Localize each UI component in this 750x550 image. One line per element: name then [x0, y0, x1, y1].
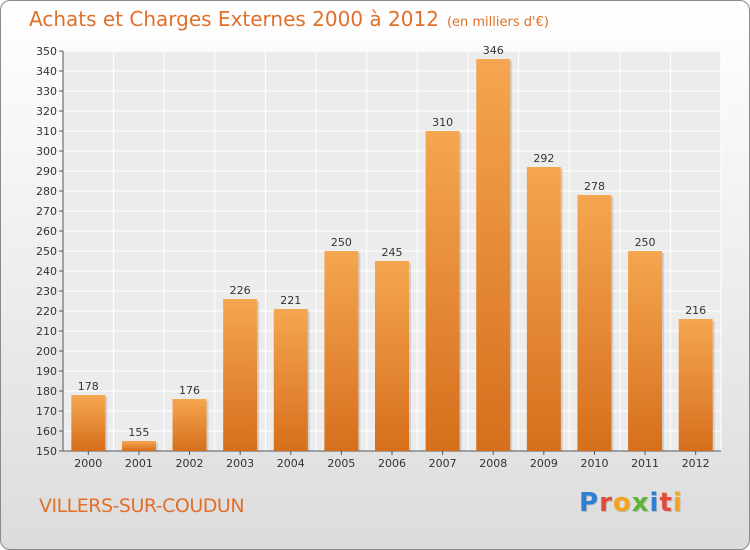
bar-value-label: 221	[280, 294, 301, 307]
chart-title: Achats et Charges Externes 2000 à 2012 (e…	[29, 7, 549, 31]
bar-2001	[121, 441, 156, 451]
x-tick-label: 2004	[277, 457, 305, 470]
bar-value-label: 310	[432, 116, 453, 129]
bar-2007	[425, 131, 460, 451]
x-tick-label: 2010	[580, 457, 608, 470]
bar-value-label: 250	[635, 236, 656, 249]
bar-2002	[172, 399, 207, 451]
y-tick-label: 310	[36, 125, 57, 138]
y-tick-label: 260	[36, 225, 57, 238]
y-tick-label: 240	[36, 265, 57, 278]
y-tick-label: 270	[36, 205, 57, 218]
chart-subtitle: (en milliers d'€)	[446, 15, 549, 30]
x-tick-label: 2002	[176, 457, 204, 470]
bar-2008	[476, 59, 511, 451]
bar-2004	[273, 309, 308, 451]
bar-2011	[628, 251, 663, 451]
y-tick-label: 290	[36, 165, 57, 178]
x-tick-label: 2011	[631, 457, 659, 470]
y-tick-label: 170	[36, 405, 57, 418]
x-tick-label: 2007	[429, 457, 457, 470]
y-tick-label: 200	[36, 345, 57, 358]
y-tick-label: 150	[36, 445, 57, 458]
bar-2005	[324, 251, 359, 451]
bar-value-label: 176	[179, 384, 200, 397]
y-tick-label: 280	[36, 185, 57, 198]
bar-value-label: 178	[78, 380, 99, 393]
y-tick-label: 180	[36, 385, 57, 398]
y-tick-label: 250	[36, 245, 57, 258]
bar-value-label: 226	[230, 284, 251, 297]
x-tick-label: 2009	[530, 457, 558, 470]
brand-letter: i	[672, 488, 683, 518]
bar-2000	[71, 395, 106, 451]
y-tick-label: 340	[36, 65, 57, 78]
bar-value-label: 155	[128, 426, 149, 439]
bar-2012	[678, 319, 713, 451]
x-tick-label: 2012	[682, 457, 710, 470]
commune-name: VILLERS-SUR-COUDUN	[39, 495, 245, 517]
x-tick-label: 2008	[479, 457, 507, 470]
brand-letter: t	[659, 488, 673, 518]
bar-2003	[223, 299, 258, 451]
y-tick-label: 220	[36, 305, 57, 318]
bar-value-label: 245	[382, 246, 403, 259]
x-tick-label: 2003	[226, 457, 254, 470]
x-tick-label: 2000	[74, 457, 102, 470]
labels: 150 160 170 180 190 200 210 220 230 240 250 260 270 2…	[36, 44, 710, 470]
chart-title-text: Achats et Charges Externes 2000 à 2012	[29, 7, 439, 31]
bar-value-label: 346	[483, 44, 504, 57]
bar-value-label: 278	[584, 180, 605, 193]
bar-value-label: 250	[331, 236, 352, 249]
bar-value-label: 216	[685, 304, 706, 317]
y-tick-label: 190	[36, 365, 57, 378]
y-tick-label: 210	[36, 325, 57, 338]
bars	[71, 59, 715, 451]
bar-value-label: 292	[533, 152, 554, 165]
brand-letter: r	[599, 488, 613, 518]
brand-letter: P	[579, 488, 600, 518]
bar-2006	[375, 261, 409, 451]
y-tick-label: 350	[36, 45, 57, 58]
y-tick-label: 330	[36, 85, 57, 98]
brand-letter: x	[631, 488, 650, 518]
bar-2009	[526, 167, 561, 451]
x-tick-label: 2001	[125, 457, 153, 470]
y-tick-label: 160	[36, 425, 57, 438]
brand-logo: Proxiti	[579, 488, 683, 518]
y-tick-label: 320	[36, 105, 57, 118]
y-tick-label: 300	[36, 145, 57, 158]
x-tick-label: 2005	[327, 457, 355, 470]
brand-letter: i	[649, 488, 660, 518]
bar-2010	[577, 195, 612, 451]
brand-letter: o	[612, 488, 632, 518]
x-tick-label: 2006	[378, 457, 406, 470]
y-tick-label: 230	[36, 285, 57, 298]
